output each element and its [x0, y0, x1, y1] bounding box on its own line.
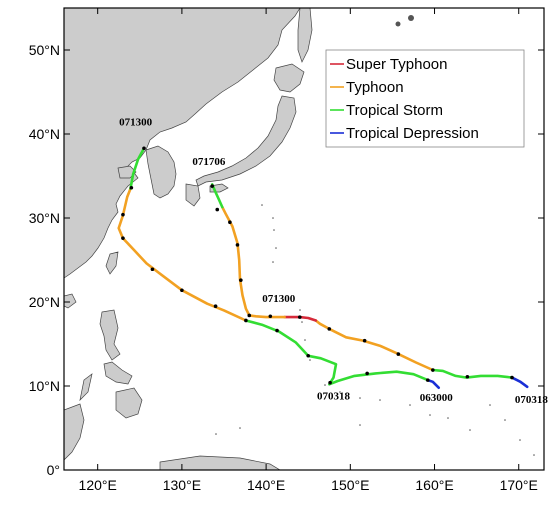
lat-tick-label: 50°N [29, 42, 60, 58]
track-1-time-label: 071300 [119, 117, 153, 129]
lat-tick-label: 10°N [29, 378, 60, 394]
track-2-position-dot [510, 375, 514, 380]
track-2-position-dot [247, 313, 252, 318]
lat-tick-label: 30°N [29, 210, 60, 226]
pacific-islands [215, 15, 535, 456]
track-1-position-dot [244, 318, 248, 323]
borneo [64, 403, 85, 461]
lon-tick-label: 170°E [500, 477, 538, 493]
legend-label: Super Typhoon [346, 56, 447, 73]
track-1-position-dot [121, 236, 125, 240]
lat-tick-label: 40°N [29, 126, 60, 142]
track-1-segment-typhoon [117, 187, 248, 322]
track-2-position-dot [297, 315, 302, 319]
legend: Super Typhoon Typhoon Tropical Storm Tropic… [325, 49, 525, 148]
track-2-position-dot [210, 184, 215, 188]
track-2-time-label: 071706 [192, 156, 226, 168]
track-1-position-dot [306, 353, 311, 358]
hainan [64, 293, 77, 309]
track-2-position-dot [465, 374, 470, 379]
legend-label: Tropical Depression [346, 125, 479, 142]
track-1-position-dot [328, 380, 332, 385]
legend-box [325, 49, 525, 148]
land-layer [64, 8, 535, 470]
axes-layer: 120°E 130°E 140°E 150°E 160°E 170°E 0° 10°N 20°N… [29, 8, 544, 493]
lon-tick-label: 130°E [163, 477, 201, 493]
lat-tick-label: 20°N [29, 294, 60, 310]
track-1-position-dot [121, 212, 125, 217]
track-1-time-label: 070318 [317, 390, 351, 402]
lon-tick-label: 140°E [247, 477, 285, 493]
track-2-segment-tropical-depression [510, 376, 529, 389]
tracks-layer [117, 146, 529, 389]
track-2-position-dot [327, 327, 332, 331]
track-2-position-dot [396, 352, 401, 356]
track-1-segment-tropical-storm [129, 147, 146, 190]
track-1-position-dot [150, 267, 155, 272]
track-2-time-label: 071300 [262, 293, 296, 305]
track-2-segment-typhoon [221, 205, 286, 319]
track-1-position-dot [129, 185, 134, 190]
sakhalin-island [297, 8, 313, 63]
track-2-position-dot [228, 220, 232, 224]
track-1-position-dot [142, 146, 146, 151]
track-1-position-dot [425, 378, 430, 382]
lon-tick-label: 150°E [331, 477, 369, 493]
track-labels-layer: 063000 070318 071300 070318 071300 071706 [119, 117, 548, 406]
track-1-position-dot [275, 328, 279, 333]
lon-tick-label: 120°E [79, 477, 117, 493]
mindanao [115, 387, 143, 419]
asian-mainland [64, 8, 301, 279]
luzon [99, 309, 121, 361]
new-guinea [159, 455, 281, 470]
track-2-position-dot [431, 368, 435, 372]
hokkaido [273, 63, 305, 93]
track-2-time-label: 070318 [515, 394, 549, 406]
palawan [79, 373, 93, 402]
track-2-position-dot [215, 207, 220, 212]
kyushu [185, 183, 201, 207]
track-1-position-dot [180, 288, 184, 293]
korean-peninsula [145, 145, 177, 199]
track-2-position-dot [235, 243, 240, 247]
lon-tick-label: 160°E [415, 477, 453, 493]
legend-label: Typhoon [346, 79, 404, 96]
track-1-position-dot [213, 304, 218, 309]
track-1-time-label: 063000 [420, 392, 454, 404]
map-frame [63, 7, 545, 471]
track-2-position-dot [362, 338, 367, 343]
taiwan [105, 251, 119, 275]
visayas [103, 361, 133, 385]
track-2-position-dot [268, 314, 273, 319]
track-1-segment-tropical-storm [244, 319, 430, 386]
lat-tick-label: 0° [47, 462, 60, 478]
track-2-position-dot [239, 278, 243, 282]
track-1-position-dot [365, 371, 369, 376]
legend-label: Tropical Storm [346, 102, 443, 119]
